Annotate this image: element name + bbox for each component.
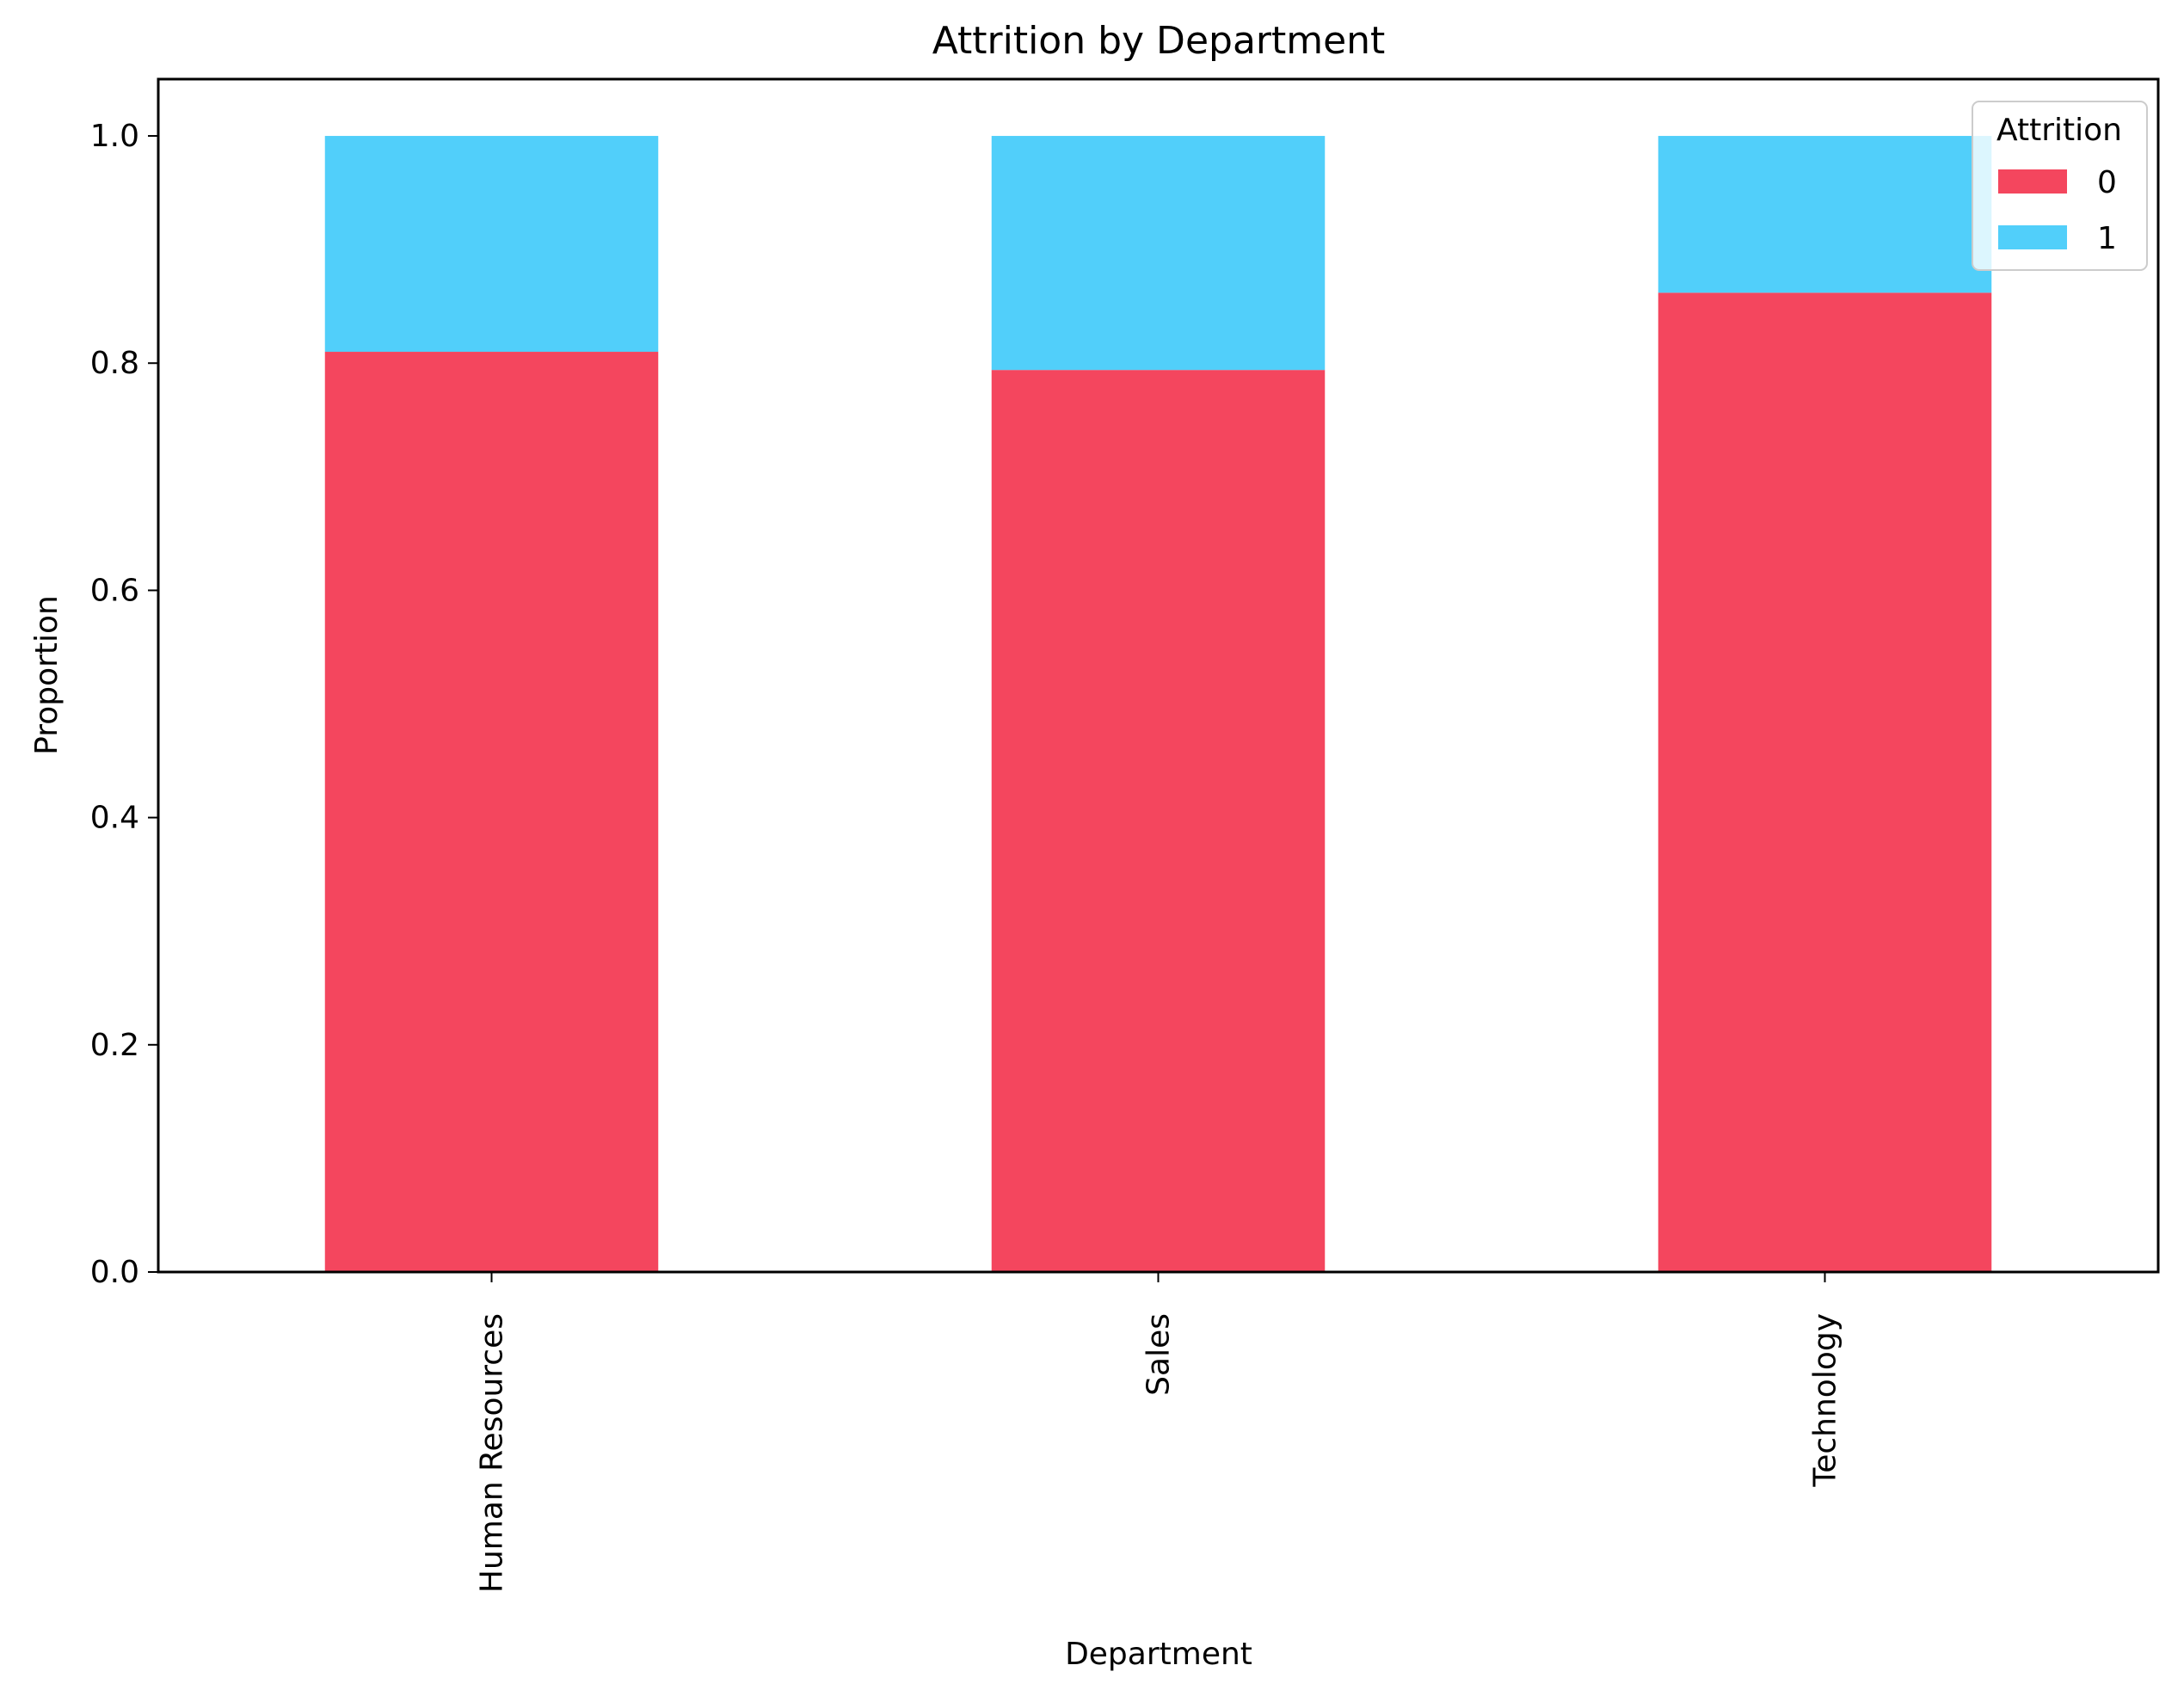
- bar-human-resources-series-1: [324, 136, 659, 353]
- x-tick-label: Technology: [1808, 1313, 1843, 1488]
- bar-technology-series-0: [1658, 292, 1992, 1272]
- legend-title: Attrition: [1996, 113, 2122, 148]
- x-axis: Human Resources Sales Technology: [475, 1272, 1843, 1593]
- legend-swatch-0: [1998, 169, 2067, 194]
- y-tick-label: 0.8: [90, 346, 139, 381]
- y-tick-label: 1.0: [90, 119, 139, 154]
- x-tick-label: Sales: [1141, 1313, 1177, 1396]
- legend: Attrition 0 1: [1972, 101, 2148, 271]
- plot-area: [324, 136, 1992, 1272]
- x-axis-label: Department: [1065, 1637, 1252, 1672]
- legend-label-0: 0: [2097, 165, 2117, 200]
- y-tick-label: 0.2: [90, 1028, 139, 1063]
- bar-sales-series-0: [991, 370, 1326, 1272]
- legend-label-1: 1: [2097, 221, 2117, 256]
- bar-sales-series-1: [991, 136, 1326, 371]
- y-axis-label: Proportion: [29, 595, 65, 755]
- y-tick-label: 0.0: [90, 1255, 139, 1290]
- bar-human-resources-series-0: [324, 352, 659, 1272]
- bar-technology-series-1: [1658, 136, 1992, 293]
- y-axis: 0.0 0.2 0.4 0.6 0.8 1.0: [90, 119, 158, 1290]
- legend-swatch-1: [1998, 225, 2067, 249]
- chart-title: Attrition by Department: [932, 19, 1386, 63]
- y-tick-label: 0.6: [90, 573, 139, 608]
- x-tick-label: Human Resources: [475, 1313, 510, 1593]
- y-tick-label: 0.4: [90, 801, 139, 836]
